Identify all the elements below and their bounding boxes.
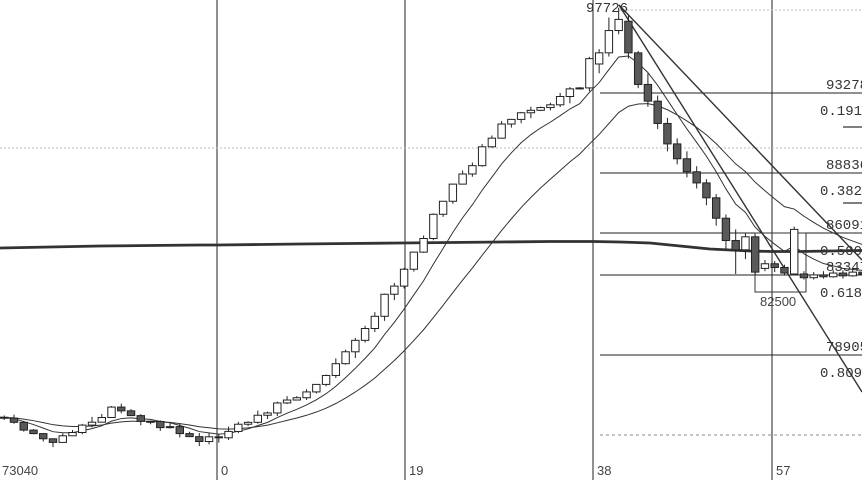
svg-text:88836: 88836: [826, 158, 862, 174]
svg-text:0.500: 0.500: [820, 244, 862, 260]
svg-text:0.191: 0.191: [820, 104, 862, 120]
svg-text:73040: 73040: [2, 463, 38, 478]
svg-text:82500: 82500: [760, 294, 796, 309]
svg-text:0: 0: [221, 463, 228, 478]
svg-text:78905: 78905: [826, 340, 862, 356]
svg-text:0.382: 0.382: [820, 184, 862, 200]
svg-text:86091: 86091: [826, 218, 862, 234]
svg-text:83347: 83347: [826, 260, 862, 276]
svg-text:0.809: 0.809: [820, 366, 862, 382]
svg-text:97726: 97726: [586, 1, 628, 17]
svg-text:38: 38: [597, 463, 611, 478]
svg-text:93278: 93278: [826, 78, 862, 94]
svg-text:19: 19: [409, 463, 423, 478]
svg-text:57: 57: [776, 463, 790, 478]
svg-text:0.618: 0.618: [820, 286, 862, 302]
